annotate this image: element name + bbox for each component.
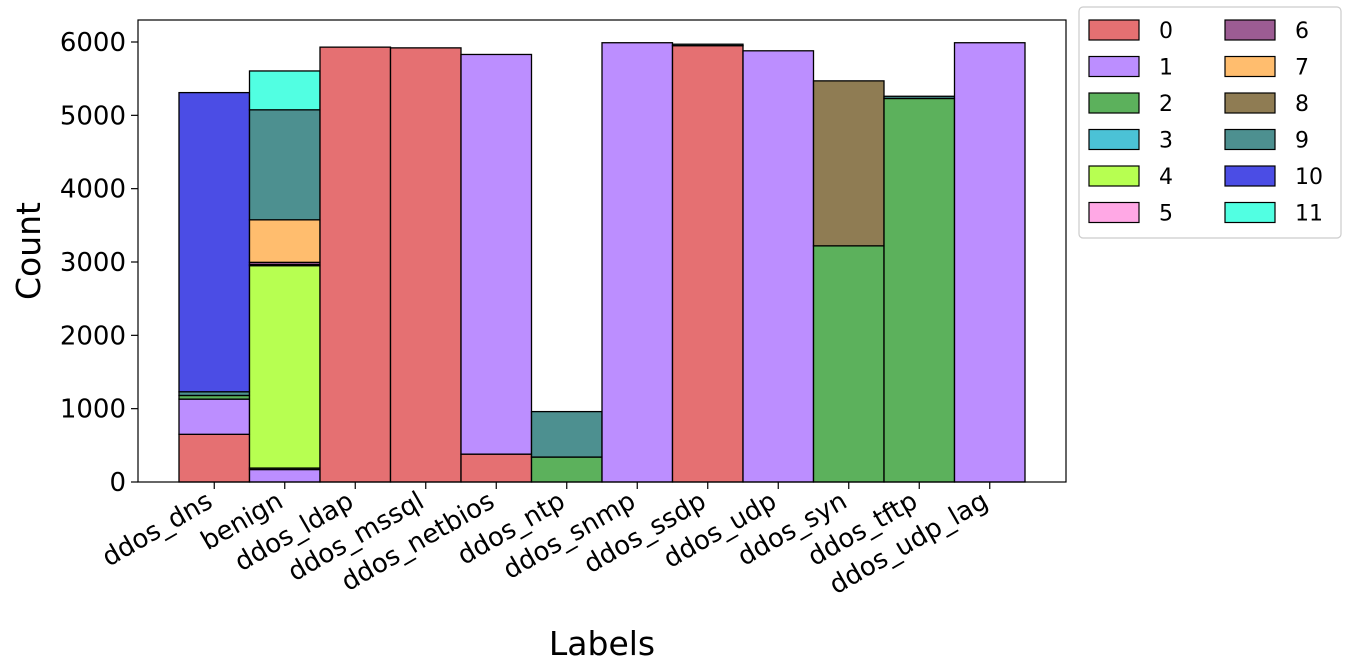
legend-label-5: 5 bbox=[1159, 202, 1173, 227]
y-tick-label: 2000 bbox=[60, 321, 126, 351]
legend-swatch-9 bbox=[1224, 128, 1276, 151]
bar-segment-ddos_snmp-1 bbox=[601, 42, 674, 483]
legend-swatch-1 bbox=[1088, 55, 1140, 78]
legend-item-6: 6 bbox=[1224, 19, 1309, 44]
x-axis: ddos_dnsbenignddos_ldapddos_mssqlddos_ne… bbox=[97, 482, 993, 601]
legend-label-1: 1 bbox=[1159, 56, 1173, 81]
legend-item-1: 1 bbox=[1088, 55, 1173, 81]
bar-segment-ddos_netbios-0 bbox=[460, 453, 533, 483]
bar-segment-benign-11 bbox=[248, 70, 321, 111]
legend-item-10: 10 bbox=[1224, 165, 1323, 190]
legend-item-3: 3 bbox=[1088, 128, 1173, 154]
y-tick-label: 6000 bbox=[60, 28, 126, 58]
plot-area-frame bbox=[137, 19, 1067, 483]
y-tick-label: 5000 bbox=[60, 101, 126, 131]
y-tick-label: 0 bbox=[109, 468, 126, 498]
bar-segment-ddos_syn-8 bbox=[812, 80, 885, 247]
y-tick-label: 3000 bbox=[60, 248, 126, 278]
legend-swatch-11 bbox=[1224, 201, 1276, 224]
bar-segment-benign-9 bbox=[248, 109, 321, 221]
bar-segment-ddos_ntp-9 bbox=[530, 410, 603, 458]
y-axis: 0 1000 2000 3000 4000 5000 6000 bbox=[60, 28, 138, 498]
legend-item-8: 8 bbox=[1224, 92, 1309, 117]
bar-segment-ddos_dns-10 bbox=[178, 91, 251, 393]
legend-item-2: 2 bbox=[1088, 92, 1173, 117]
legend-swatch-10 bbox=[1224, 165, 1276, 187]
legend-label-7: 7 bbox=[1295, 56, 1309, 81]
legend-label-4: 4 bbox=[1159, 165, 1173, 190]
legend-label-2: 2 bbox=[1159, 92, 1173, 117]
legend-swatch-7 bbox=[1224, 55, 1276, 78]
legend-label-11: 11 bbox=[1295, 202, 1323, 227]
bar-segment-ddos_dns-0 bbox=[178, 433, 251, 483]
bar-segment-ddos_udp_lag-1 bbox=[953, 42, 1026, 483]
bar-segment-ddos_netbios-1 bbox=[460, 53, 533, 455]
bar-segment-ddos_tftp-9 bbox=[883, 95, 956, 100]
x-axis-title: Labels bbox=[549, 624, 655, 663]
legend-item-4: 4 bbox=[1088, 165, 1173, 190]
legend-swatch-4 bbox=[1088, 165, 1140, 187]
y-axis-title: Count bbox=[9, 202, 48, 300]
legend: 0 1 2 3 4 5 6 7 8 9 10 11 bbox=[1078, 6, 1342, 239]
bar-segment-ddos_ldap-0 bbox=[319, 46, 392, 483]
bar-segment-ddos_ssdp-9 bbox=[671, 43, 744, 47]
bars-layer bbox=[178, 42, 1026, 483]
bar-segment-ddos_udp-1 bbox=[742, 50, 815, 483]
bar-segment-ddos_mssql-0 bbox=[389, 47, 462, 483]
legend-label-0: 0 bbox=[1159, 19, 1173, 44]
bar-segment-benign-7 bbox=[248, 219, 321, 264]
legend-item-5: 5 bbox=[1088, 201, 1173, 227]
legend-swatch-0 bbox=[1088, 19, 1140, 41]
legend-item-9: 9 bbox=[1224, 128, 1309, 154]
y-tick-label: 1000 bbox=[60, 395, 126, 425]
legend-swatch-8 bbox=[1224, 92, 1276, 114]
bar-segment-ddos_dns-1 bbox=[178, 398, 251, 435]
legend-label-10: 10 bbox=[1295, 165, 1323, 190]
legend-swatch-6 bbox=[1224, 19, 1276, 41]
legend-swatch-5 bbox=[1088, 201, 1140, 224]
bar-segment-benign-1 bbox=[248, 468, 321, 483]
legend-label-3: 3 bbox=[1159, 129, 1173, 154]
bar-segment-ddos_ntp-2 bbox=[530, 456, 603, 483]
bar-segment-benign-4 bbox=[248, 265, 321, 469]
legend-item-0: 0 bbox=[1088, 19, 1173, 44]
legend-label-6: 6 bbox=[1295, 19, 1309, 44]
legend-swatch-2 bbox=[1088, 92, 1140, 114]
legend-item-11: 11 bbox=[1224, 201, 1323, 227]
legend-label-8: 8 bbox=[1295, 92, 1309, 117]
legend-swatch-3 bbox=[1088, 128, 1140, 151]
bar-segment-ddos_syn-2 bbox=[812, 245, 885, 483]
bar-segment-ddos_tftp-2 bbox=[883, 97, 956, 483]
bar-segment-ddos_ssdp-0 bbox=[671, 45, 744, 483]
legend-label-9: 9 bbox=[1295, 129, 1309, 154]
y-tick-label: 4000 bbox=[60, 175, 126, 205]
legend-item-7: 7 bbox=[1224, 55, 1309, 81]
